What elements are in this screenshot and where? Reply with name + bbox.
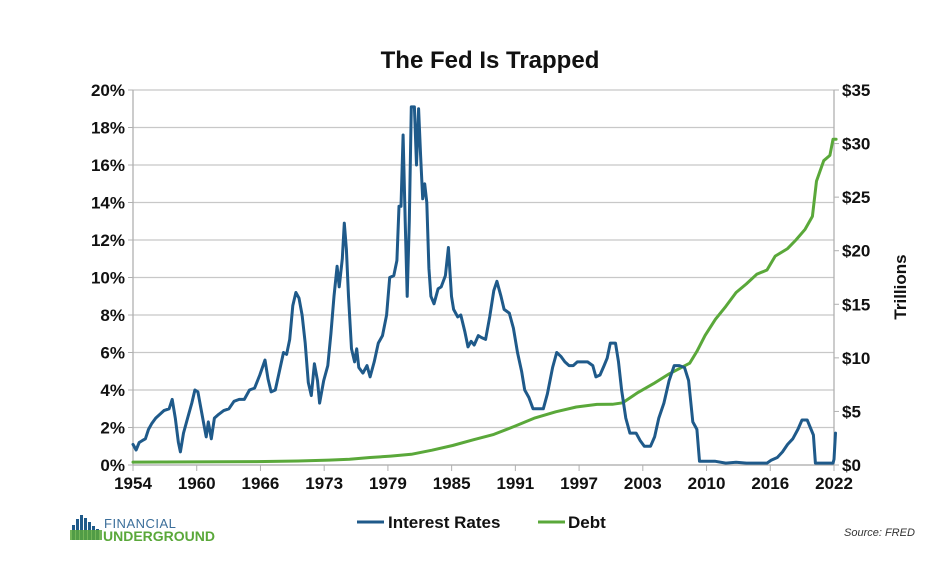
x-tick-label: 2016 (751, 474, 789, 493)
y-left-tick-label: 8% (100, 306, 125, 325)
y-right-tick-label: $30 (842, 135, 870, 154)
y-left-tick-label: 6% (100, 344, 125, 363)
y-right-axis-label: Trillions (891, 254, 910, 319)
legend-label-interest-rates: Interest Rates (388, 513, 500, 532)
gridlines (133, 89, 834, 466)
legend: Interest Rates Debt (357, 513, 606, 532)
x-tick-label: 1991 (496, 474, 534, 493)
y-left-tick-label: 4% (100, 381, 125, 400)
x-tick-label: 2003 (624, 474, 662, 493)
financial-underground-logo: FINANCIAL UNDERGROUND (70, 515, 215, 544)
logo-text-underground: UNDERGROUND (103, 528, 215, 544)
y-left-tick-label: 12% (91, 231, 125, 250)
x-tick-label: 1985 (433, 474, 471, 493)
y-right-tick-labels: $0 $5 $10 $15 $20 $25 $30 $35 (842, 81, 870, 475)
y-left-tick-labels: 0% 2% 4% 6% 8% 10% 12% 14% 16% 18% 20% (91, 81, 125, 475)
y-left-tick-label: 20% (91, 81, 125, 100)
y-right-tick-label: $5 (842, 402, 861, 421)
y-right-tick-label: $20 (842, 242, 870, 261)
axes (128, 89, 839, 471)
y-left-tick-label: 2% (100, 419, 125, 438)
x-tick-label: 1973 (305, 474, 343, 493)
series-line-debt (131, 137, 838, 464)
y-right-tick-label: $15 (842, 295, 870, 314)
x-tick-label: 1960 (178, 474, 216, 493)
y-left-tick-label: 14% (91, 194, 125, 213)
x-tick-label: 1966 (242, 474, 280, 493)
y-right-tick-label: $25 (842, 188, 870, 207)
logo-text-financial: FINANCIAL (104, 516, 176, 531)
x-tick-label: 2010 (688, 474, 726, 493)
x-tick-label: 2022 (815, 474, 853, 493)
series-lines (131, 105, 838, 465)
x-tick-label: 1954 (114, 474, 152, 493)
y-right-tick-label: $35 (842, 81, 870, 100)
logo-building-icon (70, 515, 102, 540)
y-left-tick-label: 16% (91, 156, 125, 175)
y-right-tick-label: $0 (842, 456, 861, 475)
source-note: Source: FRED (844, 527, 915, 539)
y-right-tick-label: $10 (842, 349, 870, 368)
x-tick-label: 1979 (369, 474, 407, 493)
chart-title: The Fed Is Trapped (381, 47, 600, 74)
y-left-tick-label: 10% (91, 269, 125, 288)
x-tick-label: 1997 (560, 474, 598, 493)
series-line-interest-rates (131, 105, 837, 465)
y-left-tick-label: 0% (100, 456, 125, 475)
legend-label-debt: Debt (568, 513, 606, 532)
y-left-tick-label: 18% (91, 119, 125, 138)
x-tick-labels: 1954 1960 1966 1973 1979 1985 1991 1997 2003 2010… (114, 474, 853, 493)
